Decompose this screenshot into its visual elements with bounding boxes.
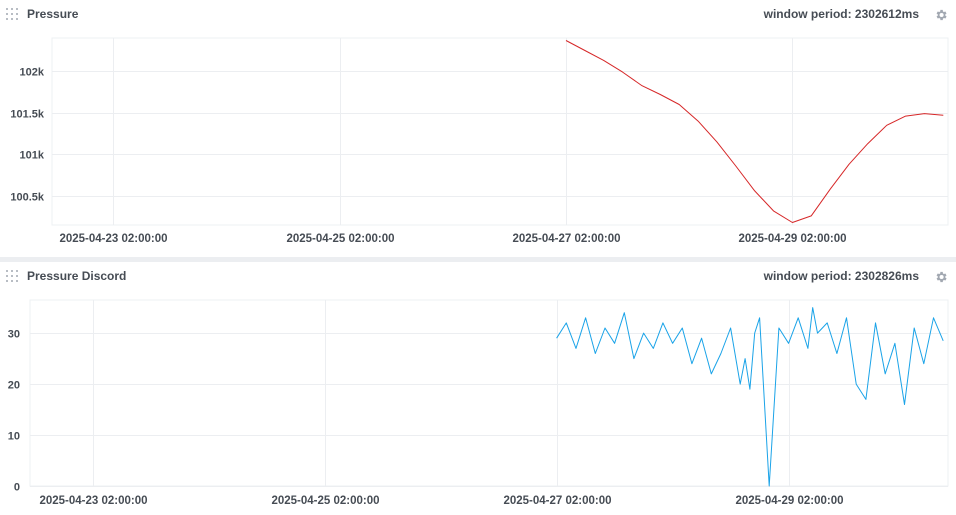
- gear-icon[interactable]: [934, 8, 948, 22]
- x-tick-label: 2025-04-27 02:00:00: [512, 233, 620, 245]
- pressure-chart: 100.5k 101k 101.5k 102k 2025-04-23 02:00:00 2…: [10, 37, 949, 245]
- y-tick-label: 100.5k: [10, 192, 45, 204]
- pressure-panel: Pressure window period: 2302612ms 100.5k…: [0, 0, 956, 257]
- x-tick-label: 2025-04-23 02:00:00: [59, 233, 167, 245]
- x-tick-label: 2025-04-29 02:00:00: [738, 233, 846, 245]
- panel-title: Pressure Discord: [27, 269, 127, 283]
- panel-divider: [0, 257, 956, 262]
- plot-area: [51, 37, 949, 226]
- y-tick-label: 30: [8, 329, 20, 341]
- y-tick-label: 101.5k: [10, 109, 45, 121]
- pressure-discord-chart: 0 10 20 30 2025-04-23 02:00:00 2025-04-25 02:…: [8, 299, 949, 507]
- drag-handle-icon[interactable]: [6, 8, 18, 20]
- series-line: [565, 40, 944, 223]
- panel-header: Pressure window period: 2302612ms: [0, 0, 956, 30]
- panel-title: Pressure: [27, 7, 79, 21]
- y-tick-label: 10: [8, 431, 20, 443]
- drag-handle-icon[interactable]: [6, 270, 18, 282]
- x-tick-label: 2025-04-29 02:00:00: [735, 495, 843, 507]
- x-tick-label: 2025-04-25 02:00:00: [286, 233, 394, 245]
- panel-header: Pressure Discord window period: 2302826m…: [0, 262, 956, 292]
- y-tick-label: 0: [14, 482, 20, 494]
- window-period: window period: 2302826ms: [763, 269, 919, 283]
- window-period: window period: 2302612ms: [763, 7, 919, 21]
- x-tick-label: 2025-04-23 02:00:00: [39, 495, 147, 507]
- y-tick-label: 101k: [20, 150, 45, 162]
- series-line: [556, 307, 944, 487]
- x-tick-label: 2025-04-27 02:00:00: [503, 495, 611, 507]
- y-tick-label: 102k: [20, 67, 45, 79]
- y-tick-label: 20: [8, 380, 20, 392]
- x-tick-label: 2025-04-25 02:00:00: [271, 495, 379, 507]
- pressure-discord-panel: Pressure Discord window period: 2302826m…: [0, 262, 956, 515]
- gear-icon[interactable]: [934, 270, 948, 284]
